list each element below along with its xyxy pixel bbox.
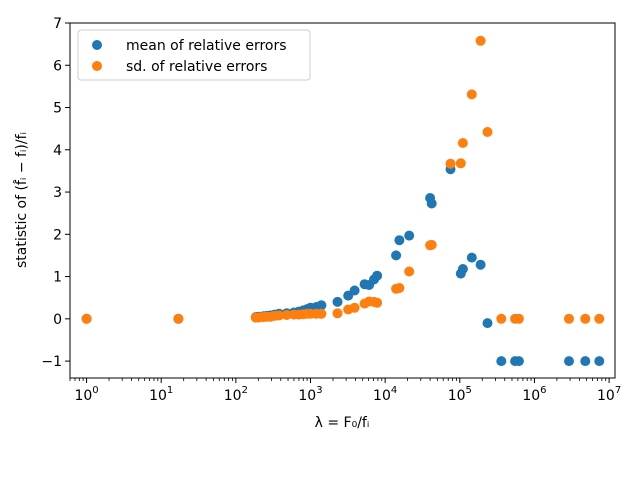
point-s0-27 [404,230,415,241]
point-s1-32 [457,138,468,148]
point-s1-26 [394,283,405,293]
point-s0-36 [496,356,507,367]
y-tick-label-3: 2 [53,227,62,243]
legend: mean of relative errors sd. of relative … [77,29,311,81]
x-tick-label-6: 106 [522,385,546,404]
point-s1-30 [445,158,456,169]
legend-label-mean: mean of relative errors [126,38,287,54]
point-s1-18 [332,308,343,319]
point-s1-1 [173,313,184,324]
x-tick-label-2: 102 [224,385,248,404]
y-tick-label-1: 0 [53,312,62,328]
legend-marker-mean [92,40,102,50]
y-axis-label: statistic of (f̂ᵢ − fᵢ)/fᵢ [13,132,30,268]
point-s0-38 [513,356,524,367]
point-s0-32 [457,264,468,274]
point-s1-31 [455,158,466,169]
x-tick-label-0: 100 [74,385,98,404]
point-s0-26 [394,235,405,246]
point-s0-34 [475,259,486,270]
legend-label-sd: sd. of relative errors [126,59,267,75]
y-tick-label-7: 6 [53,58,62,74]
y-tick-label-5: 4 [53,143,62,159]
x-tick-label-7: 107 [597,385,621,404]
point-s1-34 [475,35,486,46]
plot-area [70,23,615,378]
point-s1-17 [316,308,327,319]
data-points [81,35,605,367]
point-s1-36 [496,313,507,324]
point-s1-0 [81,313,92,324]
point-s0-25 [391,250,402,261]
point-s1-39 [564,313,574,324]
plot-frame [69,22,616,379]
point-s1-41 [594,313,605,324]
y-tick-label-0: −1 [41,354,62,370]
point-s0-39 [564,356,574,367]
point-s1-20 [349,302,360,313]
point-s0-33 [466,252,477,263]
point-s1-9 [274,310,285,321]
point-s0-20 [349,285,360,296]
point-s0-35 [482,318,493,329]
legend-box [77,29,311,81]
y-tick-label-8: 7 [53,16,62,32]
x-tick-label-5: 105 [448,385,472,404]
point-s0-41 [594,356,605,367]
x-tick-label-1: 101 [149,385,173,404]
point-s0-18 [332,296,343,307]
y-tick-label-6: 5 [53,101,62,117]
point-s1-33 [466,89,477,100]
legend-marker-sd [92,61,102,71]
axis-ticks: 100 101 102 103 104 105 106 107 −1 0 1 2 3 4 5 6 7 [41,16,621,404]
x-tick-label-3: 103 [298,385,322,404]
point-s0-24 [372,270,383,281]
point-s1-38 [513,313,524,324]
point-s1-40 [580,313,591,324]
point-s1-27 [404,266,415,277]
y-tick-label-4: 3 [53,185,62,201]
point-s1-29 [426,239,437,250]
point-s0-17 [316,300,327,311]
point-s1-24 [372,297,383,308]
x-tick-label-4: 104 [373,385,397,404]
point-s0-40 [580,356,591,367]
x-axis-label: λ = F₀/fᵢ [315,415,370,431]
y-tick-label-2: 1 [53,270,62,286]
point-s1-10 [281,310,292,320]
point-s0-29 [426,198,437,209]
point-s1-35 [482,127,493,137]
